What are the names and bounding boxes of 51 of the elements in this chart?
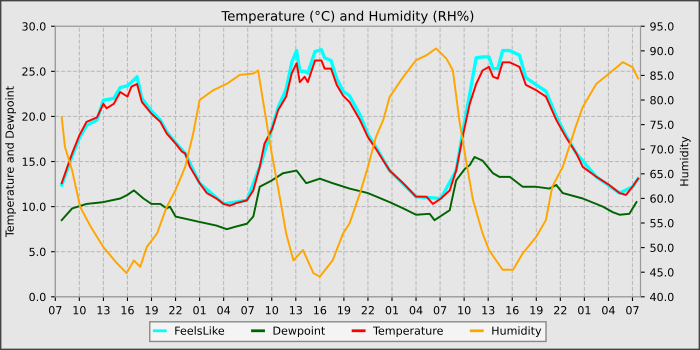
x-tick-label: 07 xyxy=(48,306,62,314)
y-tick-label: 0.0 xyxy=(29,292,46,302)
y2-tick-label: 65.0 xyxy=(650,170,674,178)
x-tick-label: 16 xyxy=(314,306,326,314)
y2-tick-label: 90.0 xyxy=(650,46,674,56)
x-tick-label: 16 xyxy=(506,306,519,314)
x-tick-label: 01 xyxy=(578,306,590,314)
x-tick-label: 07 xyxy=(434,306,446,314)
x-tick-label: 22 xyxy=(362,306,374,314)
x-tick-label: 13 xyxy=(98,306,110,314)
x-tick-label: 16 xyxy=(122,306,134,314)
x-tick-label: 22 xyxy=(554,306,566,314)
y-tick-label: 15.0 xyxy=(22,158,46,166)
x-tick-label: 22 xyxy=(169,306,182,314)
legend-label: Dewpoint xyxy=(274,326,326,337)
y2-axis-title: Humidity xyxy=(680,136,691,186)
legend-label: Humidity xyxy=(492,326,542,337)
y2-tick-label: 85.0 xyxy=(650,71,674,80)
y-tick-label: 5.0 xyxy=(29,248,46,256)
y2-tick-label: 80.0 xyxy=(650,96,674,104)
x-tick-label: 19 xyxy=(338,306,350,314)
y2-tick-label: 50.0 xyxy=(650,244,674,252)
x-tick-label: 01 xyxy=(193,306,206,314)
y-tick-label: 30.0 xyxy=(22,22,46,31)
x-tick-label: 04 xyxy=(217,306,230,314)
y2-tick-label: 70.0 xyxy=(650,145,674,154)
x-tick-label: 19 xyxy=(146,306,158,314)
y2-tick-label: 60.0 xyxy=(650,194,674,203)
x-tick-label: 07 xyxy=(241,306,254,314)
x-tick-label: 10 xyxy=(458,306,470,314)
y-axis-title: Temperature and Dewpoint xyxy=(5,86,16,238)
x-tick-label: 10 xyxy=(266,306,278,314)
y-tick-label: 25.0 xyxy=(22,67,46,76)
x-tick-label: 19 xyxy=(530,306,543,314)
y-tick-label: 10.0 xyxy=(22,202,46,211)
chart-title: Temperature (°C) and Humidity (RH%) xyxy=(221,10,474,24)
y2-tick-label: 45.0 xyxy=(650,268,674,277)
legend-label: Temperature xyxy=(373,326,443,337)
x-tick-label: 04 xyxy=(602,306,615,314)
x-tick-label: 13 xyxy=(290,306,302,314)
y2-tick-label: 40.0 xyxy=(650,292,674,302)
x-tick-label: 10 xyxy=(74,306,86,314)
x-tick-label: 04 xyxy=(410,306,422,314)
x-tick-label: 13 xyxy=(482,306,494,314)
legend-label: FeelsLike xyxy=(175,326,224,335)
y-tick-label: 20.0 xyxy=(22,112,46,121)
y2-tick-label: 95.0 xyxy=(650,22,674,31)
x-tick-label: 07 xyxy=(626,306,639,314)
y2-tick-label: 75.0 xyxy=(650,120,674,130)
x-tick-label: 01 xyxy=(386,306,398,314)
y2-tick-label: 55.0 xyxy=(650,218,674,228)
